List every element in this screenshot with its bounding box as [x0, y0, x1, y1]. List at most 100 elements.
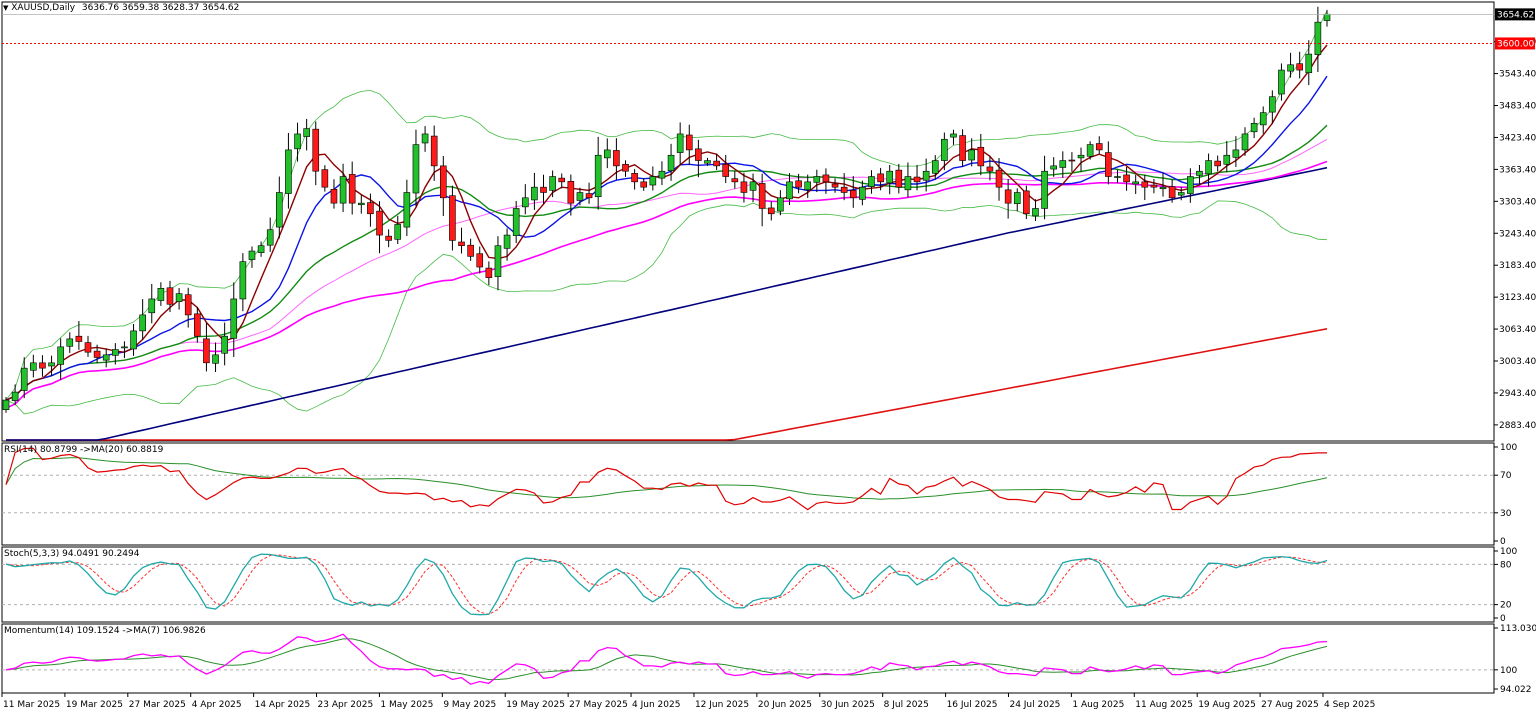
y-tick-label: 3063.40 — [1499, 325, 1536, 335]
pane-frame-stoch — [1, 546, 1495, 623]
x-tick-label: 30 Jun 2025 — [821, 700, 875, 710]
candle-body — [676, 133, 684, 153]
candle-body — [995, 169, 1003, 188]
candle-body — [1068, 159, 1076, 162]
candle-body — [20, 367, 28, 391]
candle-body — [622, 163, 629, 172]
candle-body — [512, 208, 520, 236]
candle-body — [394, 224, 402, 240]
candle-body — [294, 133, 301, 150]
candle-body — [75, 335, 83, 342]
candle-body — [959, 135, 966, 161]
candle-body — [904, 176, 912, 191]
candle-body — [257, 245, 265, 253]
candle-body — [303, 128, 310, 137]
rsi-tick-label: 70 — [1500, 471, 1512, 481]
candle-body — [130, 330, 137, 350]
candle-body — [312, 128, 320, 172]
x-tick-label: 1 May 2025 — [380, 700, 433, 710]
y-tick-label: 3543.40 — [1499, 70, 1536, 80]
candle-body — [531, 186, 538, 201]
candle-body — [722, 163, 730, 177]
current-price-label: 3654.62 — [1497, 10, 1534, 20]
triangle-down-icon[interactable]: ▼ — [3, 4, 9, 12]
candle-body — [376, 210, 383, 236]
candle-body — [1250, 122, 1258, 133]
candle-body — [221, 335, 228, 354]
candle-body — [804, 181, 812, 191]
candle-body — [831, 183, 839, 188]
candle-body — [1159, 186, 1167, 190]
candle-body — [1278, 69, 1285, 95]
candle-body — [248, 250, 256, 260]
candle-body — [731, 178, 739, 183]
candle-body — [330, 188, 338, 204]
candle-body — [795, 180, 802, 188]
x-tick-label: 12 Jun 2025 — [695, 700, 749, 710]
candle-body — [603, 149, 611, 159]
candle-body — [540, 186, 547, 193]
x-tick-label: 27 May 2025 — [569, 700, 628, 710]
candle-body — [1123, 174, 1130, 183]
stoch-tick-label: 20 — [1500, 601, 1512, 611]
candle-body — [868, 176, 875, 187]
candle-body — [11, 391, 19, 401]
candle-body — [849, 190, 857, 199]
candle-body — [1168, 186, 1176, 199]
rsi-tick-label: 100 — [1500, 443, 1517, 453]
candle-body — [1305, 53, 1313, 74]
candle-body — [1059, 160, 1067, 168]
candle-body — [148, 298, 156, 314]
bollinger-upper-line — [5, 10, 1328, 401]
candle-body — [813, 176, 821, 183]
ma-200-line — [6, 328, 1328, 441]
candle-body — [412, 144, 420, 194]
candle-body — [859, 186, 866, 200]
candle-body — [786, 181, 793, 200]
candle-body — [1205, 160, 1212, 175]
mom-tick-label: 94.022 — [1500, 685, 1532, 695]
candle-body — [877, 173, 884, 183]
candle-body — [102, 354, 110, 361]
candle-body — [1041, 170, 1048, 209]
candle-body — [430, 135, 438, 167]
mom-tick-label: 113.0307 — [1500, 624, 1536, 634]
candle-body — [695, 148, 702, 161]
stoch-main-line — [5, 553, 1328, 616]
candle-body — [840, 186, 848, 193]
y-tick-label: 3303.40 — [1499, 197, 1536, 207]
candle-body — [467, 244, 474, 257]
candle-body — [740, 181, 748, 193]
candle-body — [521, 197, 529, 208]
candle-body — [767, 207, 775, 215]
candle-body — [39, 362, 46, 369]
y-tick-label: 2943.40 — [1499, 389, 1536, 399]
candle-body — [1095, 143, 1103, 151]
candle-body — [1269, 96, 1276, 113]
candle-body — [157, 288, 165, 301]
candle-body — [649, 176, 657, 186]
candle-body — [385, 235, 392, 241]
candle-body — [667, 154, 675, 171]
pane-frame-mom — [1, 623, 1495, 694]
candle-body — [166, 287, 174, 305]
candle-body — [758, 183, 766, 209]
stoch-tick-label: 100 — [1500, 547, 1517, 557]
candle-body — [1314, 21, 1322, 55]
candle-body — [66, 338, 74, 347]
stoch-tick-label: 80 — [1500, 560, 1512, 570]
y-tick-label: 3123.40 — [1499, 293, 1536, 303]
candle-body — [458, 241, 465, 247]
x-tick-label: 16 Jul 2025 — [947, 700, 998, 710]
symbol-label: XAUUSD,Daily — [11, 3, 76, 13]
candle-body — [285, 149, 292, 194]
x-tick-label: 20 Jun 2025 — [758, 700, 812, 710]
candle-body — [476, 253, 484, 268]
candle-body — [941, 138, 948, 161]
candle-body — [494, 245, 502, 277]
candle-body — [439, 165, 447, 199]
candle-body — [175, 293, 183, 302]
level-price-label: 3600.00 — [1497, 39, 1534, 49]
candle-body — [950, 133, 957, 138]
